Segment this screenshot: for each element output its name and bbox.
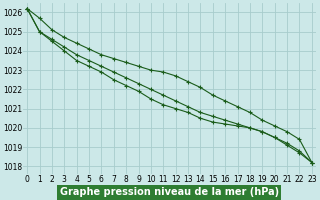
X-axis label: Graphe pression niveau de la mer (hPa): Graphe pression niveau de la mer (hPa) <box>60 187 279 197</box>
